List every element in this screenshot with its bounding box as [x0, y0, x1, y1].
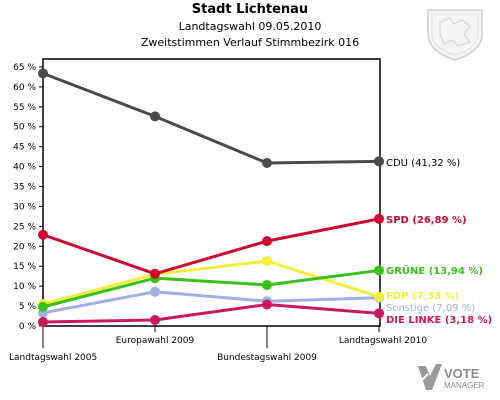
series-end-label-sonstige: Sonstige (7,09 %) [386, 303, 475, 314]
data-point-spd [150, 268, 160, 279]
data-point-die-linke [150, 315, 160, 326]
series-end-label-fdp: FDP (7,33 %) [386, 291, 459, 302]
x-tick-label: Europawahl 2009 [116, 336, 195, 346]
data-point-spd [38, 229, 48, 240]
y-tick-label: 45 % [13, 143, 36, 153]
y-tick-label: 25 % [13, 222, 36, 232]
series-end-label-spd: SPD (26,89 %) [386, 215, 467, 226]
series-end-label-gr-ne: GRÜNE (13,94 %) [386, 263, 483, 277]
series-line-cdu [42, 71, 380, 165]
y-tick-label: 5 % [19, 302, 37, 312]
end-labels: Sonstige (7,09 %)DIE LINKE (3,18 %) FDP (… [386, 158, 492, 326]
y-tick-label: 0 % [19, 322, 37, 332]
data-point-cdu [262, 158, 272, 169]
y-tick-label: 50 % [13, 123, 36, 133]
series-line-gr-ne [42, 268, 380, 309]
data-point-gr-ne [38, 301, 48, 312]
y-tick-label: 30 % [13, 202, 36, 212]
series-group [38, 68, 384, 328]
logo-text-manager: MANAGER [444, 381, 485, 390]
series-end-label-cdu: CDU (41,32 %) [386, 158, 460, 169]
y-axis: 0 % 5 % 10 % 15 % 20 % 25 % 30 % 35 % 40 % 45 % 50… [13, 63, 43, 332]
data-point-gr-ne [374, 265, 384, 276]
x-tick-label: Landtagswahl 2005 [9, 353, 97, 363]
y-tick-label: 65 % [13, 63, 36, 73]
data-point-die-linke [262, 299, 272, 310]
chart-subtitle: Landtagswahl 09.05.2010 [178, 20, 322, 33]
series-end-label-die-linke: DIE LINKE (3,18 %) [386, 315, 492, 326]
coat-of-arms-icon [427, 9, 483, 61]
y-tick-label: 60 % [13, 83, 36, 93]
series-line-die-linke [42, 302, 380, 324]
series-line-sonstige [42, 290, 380, 315]
series-line-spd [42, 217, 380, 276]
x-tick-label: Landtagswahl 2010 [339, 336, 428, 346]
data-point-cdu [38, 68, 48, 79]
data-point-spd [374, 213, 384, 224]
data-point-fdp [262, 256, 272, 267]
x-axis: Landtagswahl 2005 Europawahl 2009 Bundesta… [9, 326, 427, 363]
data-point-cdu [374, 156, 384, 167]
y-tick-label: 35 % [13, 183, 36, 193]
data-point-spd [262, 236, 272, 247]
y-tick-label: 40 % [13, 163, 36, 173]
vote-manager-logo-icon: VOTE MANAGER [418, 364, 485, 390]
y-tick-label: 55 % [13, 103, 36, 113]
data-point-fdp [374, 291, 384, 302]
y-tick-label: 15 % [13, 262, 36, 272]
data-point-sonstige [150, 286, 160, 297]
chart-subtitle-2: Zweitstimmen Verlauf Stimmbezirk 016 [140, 36, 360, 49]
data-point-gr-ne [262, 279, 272, 290]
x-tick-label: Bundestagswahl 2009 [217, 353, 317, 363]
data-point-die-linke [38, 317, 48, 328]
logo-text-vote: VOTE [444, 366, 480, 381]
y-tick-label: 10 % [13, 282, 36, 292]
y-tick-label: 20 % [13, 242, 36, 252]
chart-title: Stadt Lichtenau [191, 2, 309, 17]
data-point-die-linke [374, 308, 384, 319]
plot-area [42, 58, 381, 327]
data-point-cdu [150, 111, 160, 122]
